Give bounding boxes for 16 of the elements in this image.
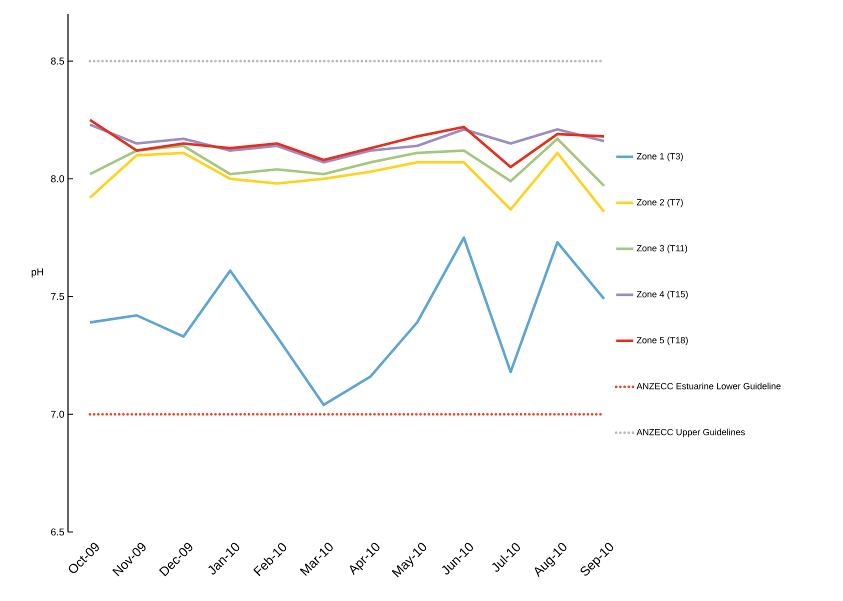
legend-label: Zone 3 (T11) [636,244,688,254]
y-axis-title: pH [32,268,43,278]
y-tick-label: 6.5 [51,528,64,536]
legend-label: ANZECC Estuarine Lower Guideline [636,382,781,390]
line-series [88,152,606,214]
legend-label: ANZECC Upper Guidelines [636,428,745,438]
legend-label: Zone 1 (T3) [636,152,683,162]
line-series [88,137,606,188]
y-tick-label: 7.0 [51,410,64,418]
legend-label: Zone 2 (T7) [636,198,683,208]
line-series [88,236,606,406]
y-tick-label: 8.5 [51,58,64,65]
y-tick-label: 7.5 [51,293,64,300]
legend-label: Zone 5 (T18) [636,336,688,346]
y-tick-label: 8.0 [51,175,64,182]
legend-label: Zone 4 (T15) [636,290,688,300]
